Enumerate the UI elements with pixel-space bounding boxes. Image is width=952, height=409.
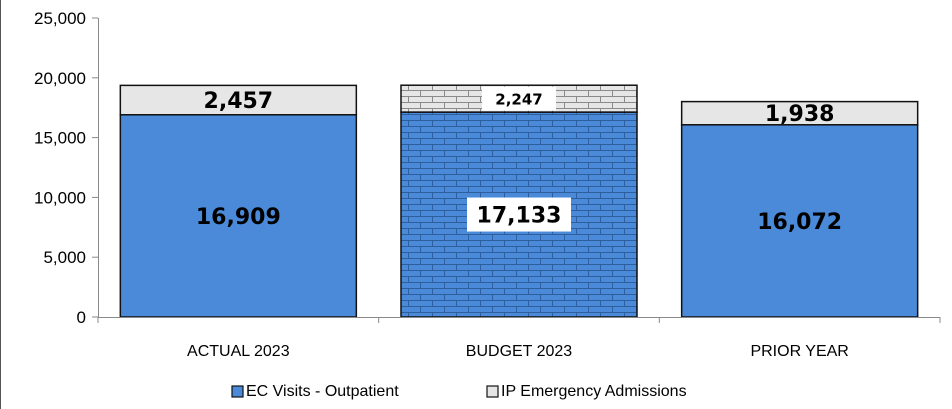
data-label: 16,909: [196, 205, 281, 230]
bar-ec-visits: [119, 114, 358, 318]
legend: EC Visits - Outpatient IP Emergency Admis…: [231, 383, 687, 400]
data-label: 1,938: [765, 102, 835, 127]
data-label-box: [467, 197, 571, 232]
legend-swatch-ip-admissions: [486, 385, 499, 398]
y-tick-label: 20,000: [34, 69, 86, 88]
bar-ec-visits: [680, 124, 919, 318]
y-axis: 0 5,000 10,000 15,000 20,000 25,000: [34, 9, 99, 327]
y-tick-label: 0: [77, 308, 86, 327]
x-category-label: BUDGET 2023: [466, 343, 573, 360]
y-tick-label: 15,000: [34, 129, 86, 148]
data-label-box: [482, 86, 556, 111]
legend-swatch-ec-visits: [231, 385, 244, 398]
data-label: 2,457: [204, 89, 274, 114]
data-label: 17,133: [477, 204, 562, 229]
x-category-label: ACTUAL 2023: [187, 343, 290, 360]
x-category-label: PRIOR YEAR: [750, 343, 848, 360]
data-label: 2,247: [495, 91, 542, 109]
legend-label: EC Visits - Outpatient: [246, 383, 399, 400]
y-tick-label: 25,000: [34, 9, 86, 28]
bar-ip-admissions: [119, 84, 358, 116]
bar-ip-admissions: [680, 100, 919, 126]
y-tick-label: 10,000: [34, 188, 86, 207]
x-axis: ACTUAL 2023 BUDGET 2023 PRIOR YEAR: [97, 317, 941, 360]
data-label: 16,072: [757, 210, 842, 235]
legend-label: IP Emergency Admissions: [501, 383, 687, 400]
y-tick-label: 5,000: [43, 248, 86, 267]
data-labels: 16,909 2,457 17,133 2,247 16,072 1,938: [196, 86, 842, 235]
